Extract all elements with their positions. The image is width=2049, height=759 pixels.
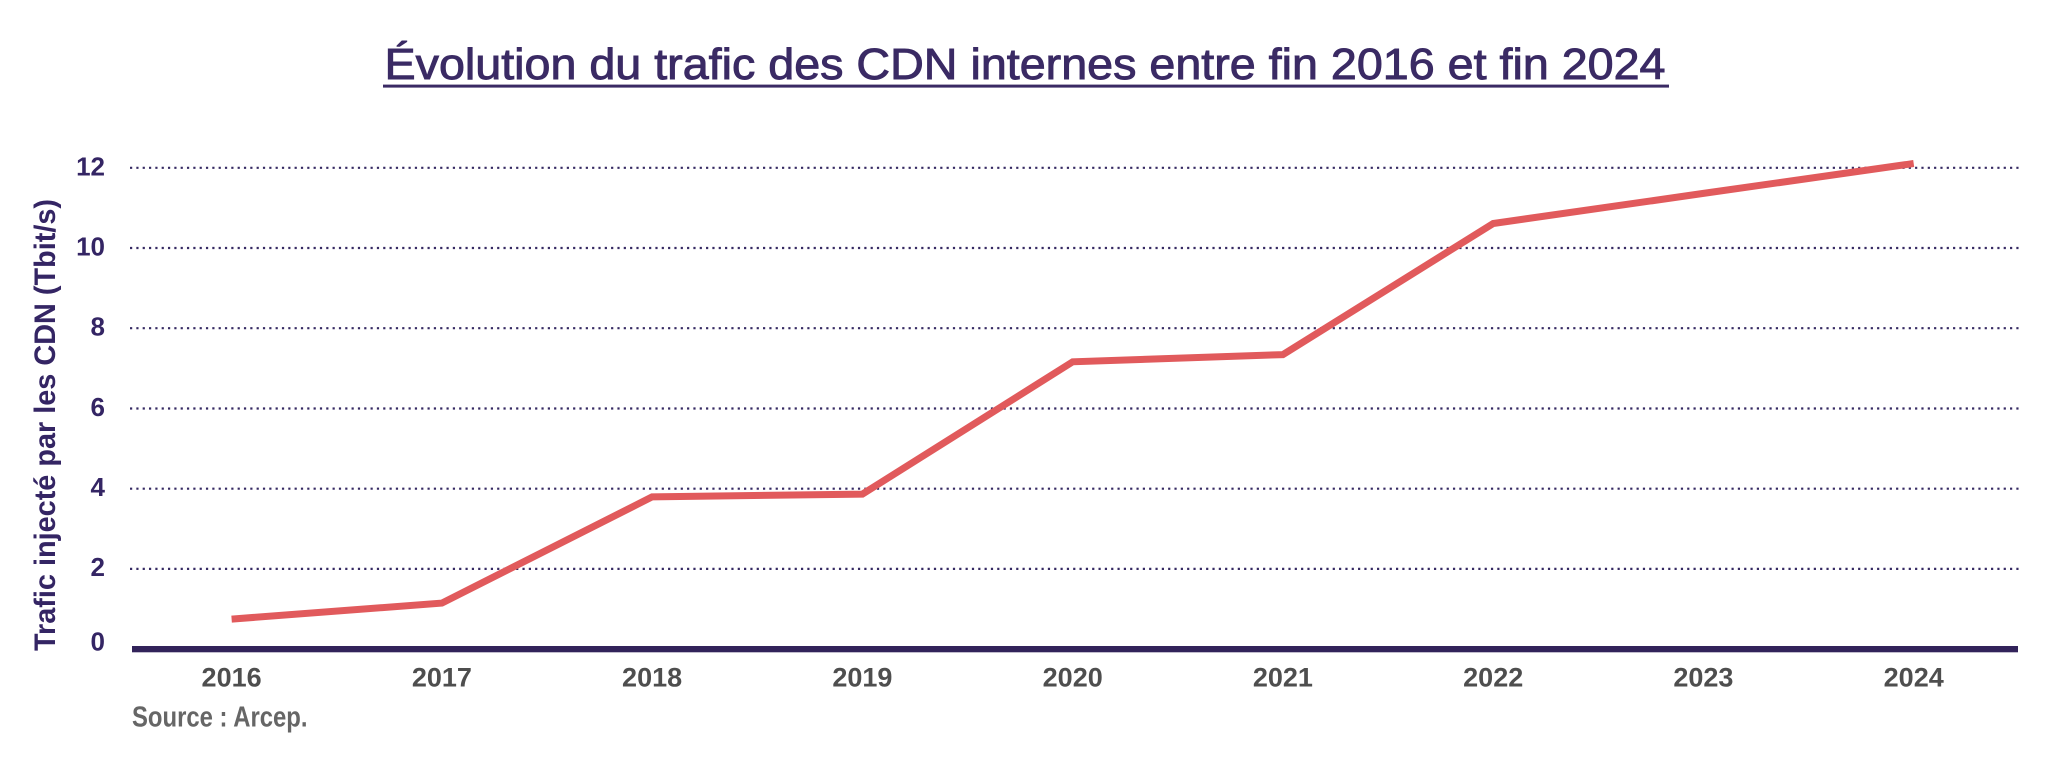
svg-text:2022: 2022 (1463, 663, 1523, 693)
svg-text:2017: 2017 (412, 663, 472, 693)
svg-text:8: 8 (91, 312, 105, 342)
svg-text:2019: 2019 (832, 663, 892, 693)
svg-text:Trafic injecté par les CDN (Tb: Trafic injecté par les CDN (Tbit/s) (29, 199, 62, 651)
svg-text:2021: 2021 (1253, 663, 1313, 693)
svg-text:4: 4 (91, 472, 106, 502)
svg-text:2016: 2016 (202, 663, 262, 693)
svg-text:2018: 2018 (622, 663, 682, 693)
svg-text:Source : Arcep.: Source : Arcep. (132, 702, 308, 734)
svg-text:0: 0 (91, 627, 105, 657)
svg-text:10: 10 (76, 232, 105, 262)
svg-text:2020: 2020 (1043, 663, 1103, 693)
svg-text:6: 6 (91, 392, 105, 422)
svg-text:2024: 2024 (1884, 663, 1944, 693)
svg-text:12: 12 (76, 152, 105, 182)
svg-text:2023: 2023 (1673, 663, 1733, 693)
svg-text:2: 2 (91, 552, 105, 582)
svg-text:Évolution du trafic des CDN in: Évolution du trafic des CDN internes ent… (385, 40, 1666, 89)
